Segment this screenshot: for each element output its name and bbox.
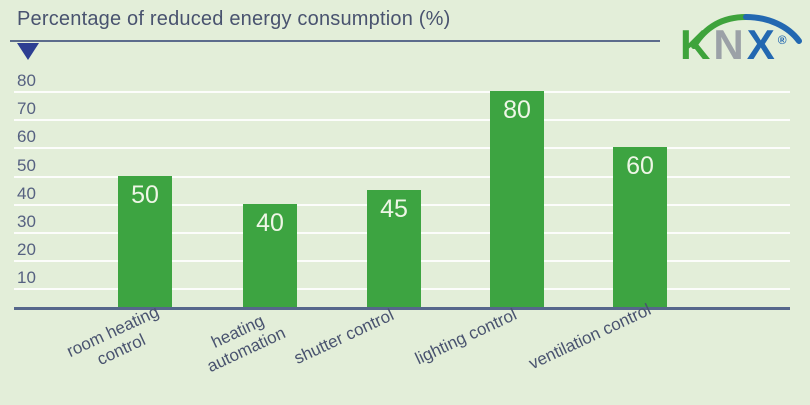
x-axis-line [14,307,790,310]
bar-value-label: 60 [626,152,654,181]
bar-value-label: 40 [256,208,284,237]
bar-room-heating-control: 50 [118,175,172,307]
logo-letter-k: K [680,21,714,68]
y-tick-label-60: 60 [17,127,36,147]
gridline-80 [14,91,790,94]
knx-logo: KNX® [666,4,808,70]
logo-letter-x: X [746,21,778,68]
bar-ventilation-control: 60 [613,147,667,307]
knx-arc-icon [691,14,802,49]
bar-shutter-control: 45 [367,189,421,307]
y-tick-label-30: 30 [17,211,36,231]
chart-title: Percentage of reduced energy consumption… [17,8,451,30]
header-rule [10,40,660,42]
bar-heating-automation: 40 [243,203,297,307]
gridline-60 [14,147,790,150]
registered-trademark: ® [777,33,787,47]
knx-logo-text: KNX® [680,24,787,66]
logo-letter-n: N [713,21,747,68]
y-tick-label-50: 50 [17,155,36,175]
bar-lighting-control: 80 [490,91,544,307]
y-tick-label-10: 10 [17,267,36,287]
gridline-50 [14,175,790,178]
bar-value-label: 80 [503,96,531,125]
y-tick-label-80: 80 [17,71,36,91]
y-tick-label-40: 40 [17,183,36,203]
reduction-arrow-down-icon [17,43,39,60]
y-tick-label-70: 70 [17,99,36,119]
y-tick-label-20: 20 [17,239,36,259]
plot-area: 10 20 30 40 50 60 70 80 50 40 45 80 60 [14,56,790,307]
bar-value-label: 45 [380,194,408,223]
gridline-70 [14,119,790,122]
bar-value-label: 50 [131,180,159,209]
